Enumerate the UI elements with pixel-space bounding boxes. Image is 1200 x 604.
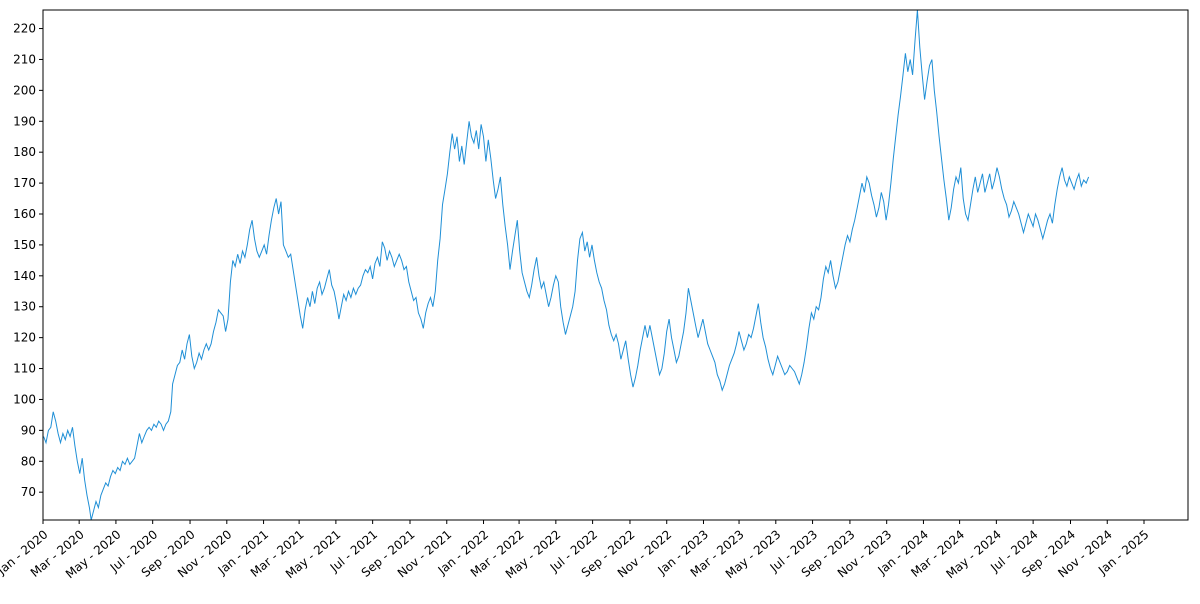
y-tick-label: 170: [13, 176, 36, 190]
y-tick-label: 110: [13, 362, 36, 376]
y-tick-label: 180: [13, 145, 36, 159]
y-tick-label: 100: [13, 392, 36, 406]
y-tick-label: 190: [13, 114, 36, 128]
plot-frame: [42, 9, 1189, 521]
y-tick-label: 220: [13, 22, 36, 36]
y-tick-label: 210: [13, 52, 36, 66]
y-tick-label: 160: [13, 207, 36, 221]
y-tick-label: 70: [21, 485, 36, 499]
y-tick-label: 130: [13, 300, 36, 314]
y-tick-label: 80: [21, 454, 36, 468]
y-tick-label: 140: [13, 269, 36, 283]
price-series-line: [43, 9, 1090, 521]
y-tick-label: 200: [13, 83, 36, 97]
y-tick-label: 150: [13, 238, 36, 252]
y-axis: 70 80 90 100 110 120 130 140 150 160 170 180 190 200 2…: [13, 22, 43, 499]
y-tick-label: 120: [13, 331, 36, 345]
y-tick-label: 90: [21, 423, 36, 437]
